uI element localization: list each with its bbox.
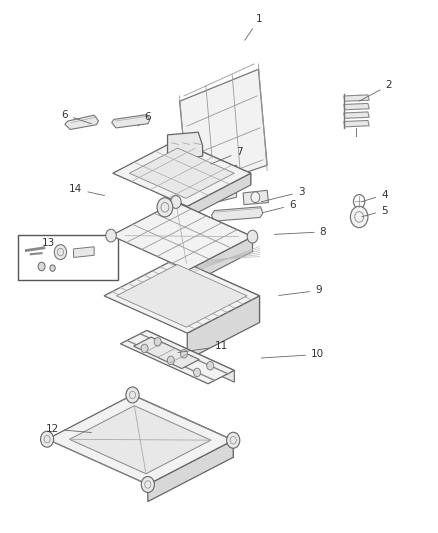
- Circle shape: [157, 198, 173, 217]
- Circle shape: [196, 196, 207, 209]
- Polygon shape: [176, 140, 251, 185]
- Polygon shape: [188, 165, 237, 208]
- Circle shape: [154, 337, 161, 346]
- Polygon shape: [180, 69, 267, 192]
- Polygon shape: [74, 247, 94, 257]
- Text: 6: 6: [263, 200, 296, 213]
- Polygon shape: [212, 207, 263, 221]
- Text: 3: 3: [261, 187, 304, 202]
- Polygon shape: [243, 190, 268, 205]
- Text: 6: 6: [61, 110, 92, 124]
- Circle shape: [350, 206, 368, 228]
- Polygon shape: [148, 440, 233, 502]
- Polygon shape: [167, 132, 202, 159]
- Polygon shape: [129, 148, 234, 198]
- Text: 9: 9: [279, 286, 322, 295]
- Polygon shape: [187, 173, 251, 218]
- Text: 14: 14: [69, 184, 105, 196]
- Text: 7: 7: [211, 147, 243, 164]
- Circle shape: [141, 344, 148, 353]
- Circle shape: [167, 356, 174, 365]
- Circle shape: [126, 387, 139, 403]
- Circle shape: [41, 431, 54, 447]
- Polygon shape: [132, 395, 233, 457]
- Polygon shape: [120, 330, 234, 384]
- Text: 5: 5: [362, 206, 388, 217]
- Text: 1: 1: [245, 14, 263, 41]
- Polygon shape: [344, 120, 369, 127]
- Polygon shape: [147, 330, 234, 382]
- Text: 2: 2: [360, 80, 392, 101]
- Polygon shape: [176, 259, 259, 322]
- Polygon shape: [117, 264, 247, 327]
- Circle shape: [170, 196, 181, 208]
- Polygon shape: [187, 237, 252, 285]
- Circle shape: [247, 230, 258, 243]
- Circle shape: [141, 477, 154, 492]
- Circle shape: [207, 361, 214, 370]
- Circle shape: [50, 265, 55, 271]
- Circle shape: [226, 432, 240, 448]
- Bar: [18, 235, 118, 280]
- Polygon shape: [344, 112, 369, 118]
- Polygon shape: [113, 140, 251, 206]
- Polygon shape: [112, 115, 150, 128]
- Circle shape: [38, 262, 45, 271]
- Circle shape: [54, 245, 67, 260]
- Circle shape: [180, 350, 187, 358]
- Text: 11: 11: [178, 342, 228, 352]
- Polygon shape: [187, 296, 259, 360]
- Text: 6: 6: [138, 112, 151, 126]
- Polygon shape: [344, 95, 369, 101]
- Text: 4: 4: [362, 190, 388, 201]
- Polygon shape: [134, 337, 199, 369]
- Circle shape: [251, 192, 260, 203]
- Polygon shape: [344, 103, 369, 110]
- Polygon shape: [104, 259, 259, 333]
- Polygon shape: [65, 115, 99, 130]
- Text: 13: 13: [42, 238, 55, 248]
- Text: 8: 8: [274, 227, 326, 237]
- Polygon shape: [176, 202, 252, 252]
- Text: 10: 10: [261, 350, 324, 359]
- Polygon shape: [111, 202, 252, 270]
- Circle shape: [106, 229, 117, 242]
- Text: 12: 12: [46, 424, 92, 434]
- Circle shape: [219, 187, 228, 197]
- Circle shape: [194, 368, 201, 377]
- Polygon shape: [47, 395, 233, 484]
- Polygon shape: [69, 406, 211, 474]
